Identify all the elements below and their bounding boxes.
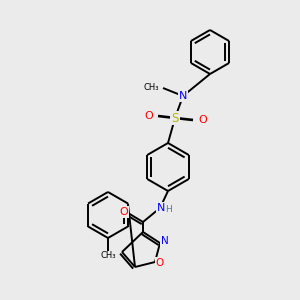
Text: O: O [156,258,164,268]
Text: CH₃: CH₃ [100,251,116,260]
Text: N: N [179,91,187,101]
Text: N: N [161,236,169,246]
Text: H: H [166,205,172,214]
Text: S: S [171,112,179,124]
Text: O: O [120,207,128,217]
Text: CH₃: CH₃ [143,83,159,92]
Text: O: O [198,115,207,125]
Text: N: N [157,203,165,213]
Text: O: O [144,111,153,121]
